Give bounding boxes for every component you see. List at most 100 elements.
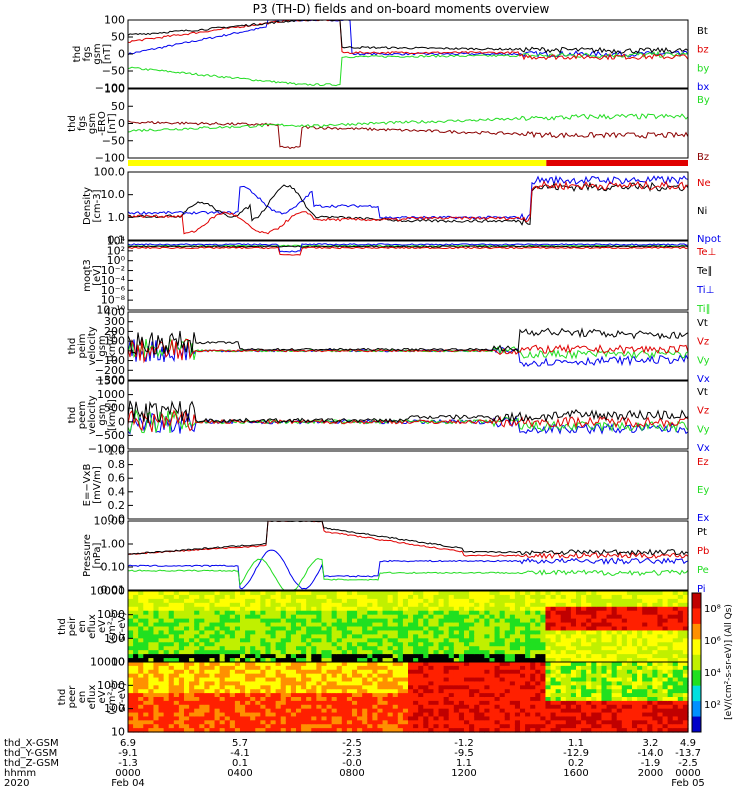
y-axis-label: velocity: [87, 326, 98, 365]
spectrogram-cell: [234, 724, 241, 729]
spectrogram-cell: [560, 712, 567, 718]
spectrogram-cell: [453, 693, 460, 698]
spectrogram-cell: [408, 642, 414, 647]
spectrogram-cell: [301, 610, 307, 616]
spectrogram-cell: [250, 642, 256, 647]
spectrogram-cell: [642, 693, 648, 698]
spectrogram-cell: [514, 662, 521, 667]
spectrogram-cell: [438, 716, 445, 721]
spectrogram-cell: [469, 724, 475, 729]
spectrogram-cell: [418, 594, 424, 600]
spectrogram-cell: [626, 704, 633, 710]
spectrogram-cell: [250, 724, 256, 729]
spectrogram-cell: [153, 638, 160, 643]
spectrogram-cell: [331, 654, 338, 659]
spectrogram-cell: [316, 681, 323, 686]
spectrogram-cell: [545, 646, 552, 651]
spectrogram-cell: [153, 650, 160, 655]
spectrogram-cell: [433, 598, 440, 604]
spectrogram-cell: [458, 700, 465, 706]
spectrogram-cell: [392, 681, 399, 686]
spectrogram-cell: [346, 665, 353, 671]
spectrogram-cell: [387, 669, 394, 675]
spectrogram-cell: [479, 642, 485, 647]
spectrogram-cell: [173, 697, 180, 702]
spectrogram-cell: [647, 716, 653, 721]
spectrogram-cell: [581, 610, 587, 616]
spectrogram-cell: [626, 658, 633, 663]
spectrogram-cell: [194, 594, 200, 600]
spectrogram-cell: [413, 638, 419, 643]
spectrogram-cell: [682, 598, 689, 604]
spectrogram-cell: [296, 704, 302, 710]
spectrogram-cell: [667, 677, 674, 683]
spectrogram-cell: [484, 708, 491, 714]
spectrogram-cell: [214, 693, 221, 698]
spectrogram-cell: [346, 606, 353, 612]
spectrogram-cell: [464, 669, 470, 675]
spectrogram-cell: [586, 697, 592, 702]
spectrogram-cell: [418, 673, 424, 679]
spectrogram-cell: [229, 728, 236, 733]
spectrogram-cell: [372, 614, 379, 620]
spectrogram-cell: [138, 724, 144, 729]
spectrogram-cell: [326, 591, 333, 596]
spectrogram-cell: [194, 618, 200, 624]
spectrogram-cell: [204, 650, 211, 655]
spectrogram-cell: [647, 642, 653, 647]
spectrogram-cell: [377, 658, 384, 663]
spectrogram-cell: [372, 634, 379, 639]
spectrogram-cell: [204, 606, 211, 612]
spectrogram-cell: [173, 654, 180, 659]
spectrogram-cell: [682, 650, 689, 655]
spectrogram-cell: [321, 598, 328, 604]
spectrogram-cell: [336, 728, 343, 733]
spectrogram-cell: [601, 646, 608, 651]
spectrogram-cell: [387, 665, 394, 671]
spectrogram-cell: [621, 697, 628, 702]
y-tick-label: −50: [102, 134, 125, 147]
spectrogram-cell: [245, 642, 251, 647]
spectrogram-cell: [219, 685, 226, 690]
spectrogram-cell: [250, 728, 256, 733]
colorbar-swatch: [692, 608, 701, 625]
spectrogram-cell: [326, 594, 333, 600]
spectrogram-cell: [173, 638, 180, 643]
spectrogram-cell: [458, 681, 465, 686]
y-axis-label: peem: [77, 401, 88, 429]
spectrogram-cell: [626, 634, 633, 639]
spectrogram-cell: [163, 594, 170, 600]
x-row-value: 1.1: [568, 738, 584, 749]
spectrogram-cell: [535, 669, 541, 675]
spectrogram-cell: [316, 638, 323, 643]
y-axis-label: eV: [97, 620, 108, 633]
spectrogram-cell: [570, 602, 577, 608]
spectrogram-cell: [479, 716, 485, 721]
spectrogram-cell: [321, 646, 328, 651]
spectrogram-cell: [214, 634, 221, 639]
spectrogram-cell: [168, 634, 175, 639]
spectrogram-cell: [316, 662, 323, 667]
spectrogram-cell: [199, 689, 205, 694]
spectrogram-cell: [576, 618, 582, 624]
y-axis-label: peir: [67, 616, 78, 636]
spectrogram-cell: [229, 724, 236, 729]
spectrogram-cell: [331, 665, 338, 671]
spectrogram-cell: [576, 638, 582, 643]
spectrogram-cell: [270, 720, 277, 725]
spectrogram-cell: [184, 677, 190, 683]
spectrogram-cell: [382, 697, 389, 702]
spectrogram-cell: [499, 598, 506, 604]
spectrogram-cell: [377, 681, 384, 686]
spectrogram-cell: [321, 724, 328, 729]
spectrogram-cell: [275, 634, 282, 639]
spectrogram-cell: [408, 591, 414, 596]
spectrogram-cell: [464, 712, 470, 718]
spectrogram-cell: [576, 630, 582, 635]
spectrogram-cell: [306, 646, 312, 651]
spectrogram-cell: [367, 704, 373, 710]
spectrogram-cell: [494, 614, 501, 620]
spectrogram-cell: [311, 630, 317, 635]
spectrogram-cell: [194, 634, 200, 639]
spectrogram-cell: [570, 704, 577, 710]
